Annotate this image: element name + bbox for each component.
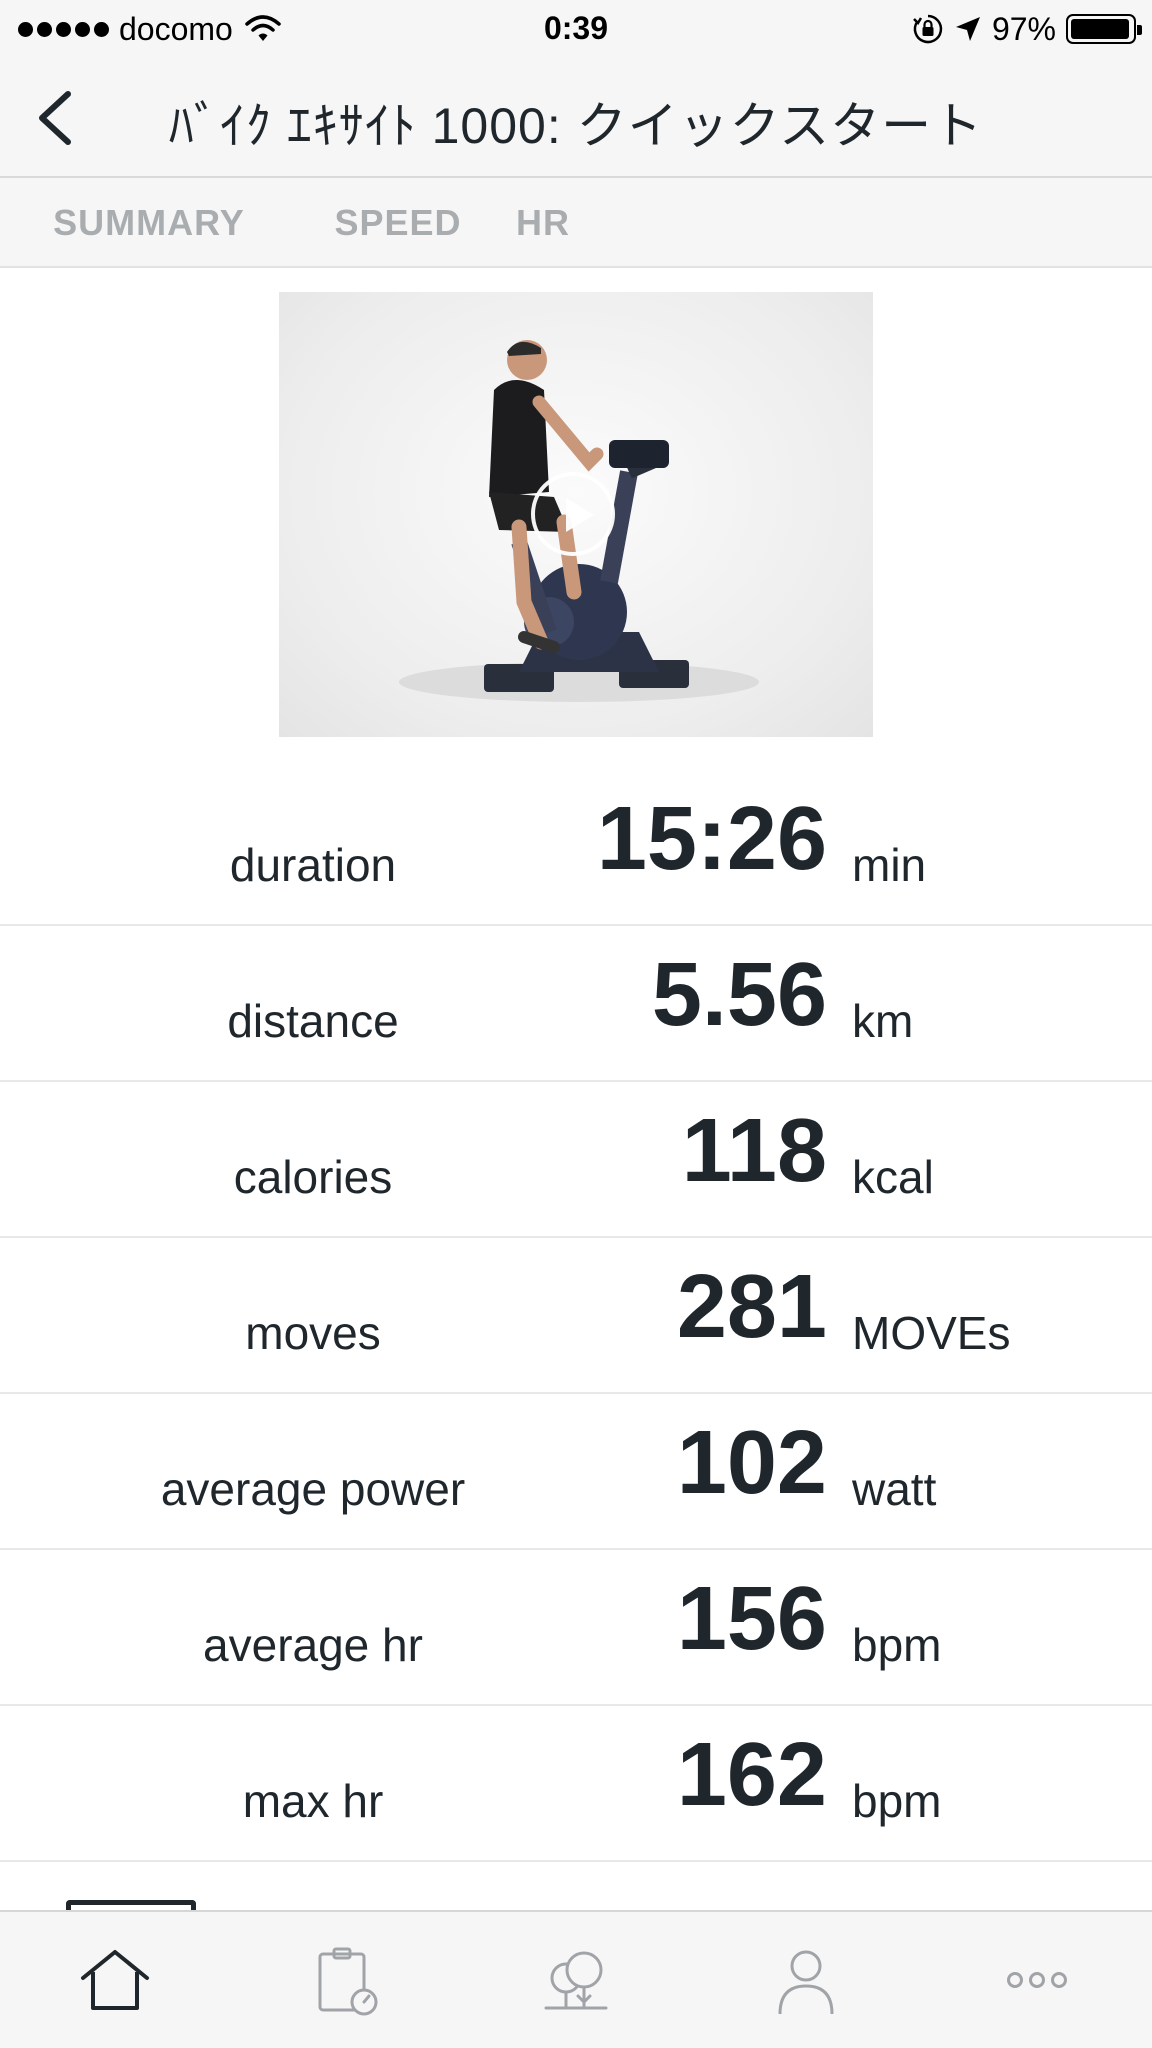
stat-label: distance: [227, 995, 399, 1047]
tab-community[interactable]: [461, 1912, 691, 2048]
stat-value: 162: [676, 1725, 827, 1825]
workout-summary-list: duration 15:26 min distance 5.56 km calo…: [0, 770, 1152, 1862]
home-icon: [81, 1950, 150, 2010]
tab-workouts[interactable]: [230, 1912, 460, 2048]
stat-unit: min: [852, 839, 927, 891]
equipment-icon: [66, 1900, 196, 1912]
status-left: docomo: [18, 10, 281, 48]
navigation-bar: ﾊﾞｲｸ ｴｷｻｲﾄ 1000: クイックスタート: [0, 58, 1152, 178]
stat-row-calories: calories 118 kcal: [0, 1082, 1152, 1238]
stat-unit: km: [852, 995, 914, 1047]
stat-unit: watt: [852, 1463, 937, 1515]
stat-unit: kcal: [852, 1151, 934, 1203]
bottom-tab-bar: [0, 1910, 1152, 2048]
location-arrow-icon: [955, 17, 980, 41]
tab-more[interactable]: [922, 1912, 1152, 2048]
play-icon[interactable]: [531, 472, 615, 556]
stat-value: 118: [681, 1101, 827, 1201]
stat-label: max hr: [242, 1775, 384, 1827]
cyclist-illustration: [399, 340, 759, 702]
stat-row-duration: duration 15:26 min: [0, 770, 1152, 926]
page-title: ﾊﾞｲｸ ｴｷｻｲﾄ 1000: クイックスタート: [168, 98, 984, 154]
stat-value: 102: [676, 1413, 827, 1513]
workout-log-icon: [318, 1947, 378, 2016]
signal-strength-icon: [18, 21, 109, 37]
stat-value: 156: [676, 1569, 827, 1669]
stat-label: calories: [233, 1151, 393, 1203]
tab-summary[interactable]: SUMMARY: [53, 202, 245, 243]
chevron-left-icon: [39, 91, 71, 145]
battery-icon: [1066, 14, 1142, 44]
stat-value: 5.56: [651, 945, 827, 1045]
stat-label: duration: [229, 839, 397, 891]
stat-row-max-hr: max hr 162 bpm: [0, 1706, 1152, 1862]
stat-row-moves: moves 281 MOVEs: [0, 1238, 1152, 1394]
back-button[interactable]: [24, 86, 84, 150]
stat-row-average-power: average power 102 watt: [0, 1394, 1152, 1550]
segment-tabs: SUMMARY SPEED HR: [0, 178, 1152, 268]
stat-row-average-hr: average hr 156 bpm: [0, 1550, 1152, 1706]
stat-label: moves: [245, 1307, 381, 1359]
tab-hr[interactable]: HR: [516, 202, 570, 243]
stat-value: 281: [676, 1257, 827, 1357]
stat-label: average hr: [203, 1619, 423, 1671]
exercise-video[interactable]: [279, 292, 873, 737]
tab-home[interactable]: [0, 1912, 230, 2048]
status-bar: docomo 0:39 97%: [0, 0, 1152, 58]
stat-unit: bpm: [852, 1619, 942, 1671]
stat-row-distance: distance 5.56 km: [0, 926, 1152, 1082]
stat-value: 15:26: [596, 789, 827, 889]
battery-fill: [1071, 19, 1130, 39]
more-icon: [1006, 1972, 1067, 1988]
battery-percent: 97%: [991, 10, 1056, 47]
trees-icon: [544, 1951, 608, 2010]
stat-unit: MOVEs: [852, 1307, 1011, 1359]
status-right: 97%: [912, 10, 1142, 48]
tab-profile[interactable]: [691, 1912, 921, 2048]
wifi-icon: [245, 15, 281, 41]
carrier-name: docomo: [119, 10, 233, 47]
status-time: 0:39: [543, 10, 609, 46]
stat-label: average power: [160, 1463, 466, 1515]
profile-icon: [778, 1950, 834, 2015]
stat-unit: bpm: [852, 1775, 942, 1827]
rotation-lock-icon: [913, 14, 943, 44]
tab-speed[interactable]: SPEED: [334, 202, 462, 243]
